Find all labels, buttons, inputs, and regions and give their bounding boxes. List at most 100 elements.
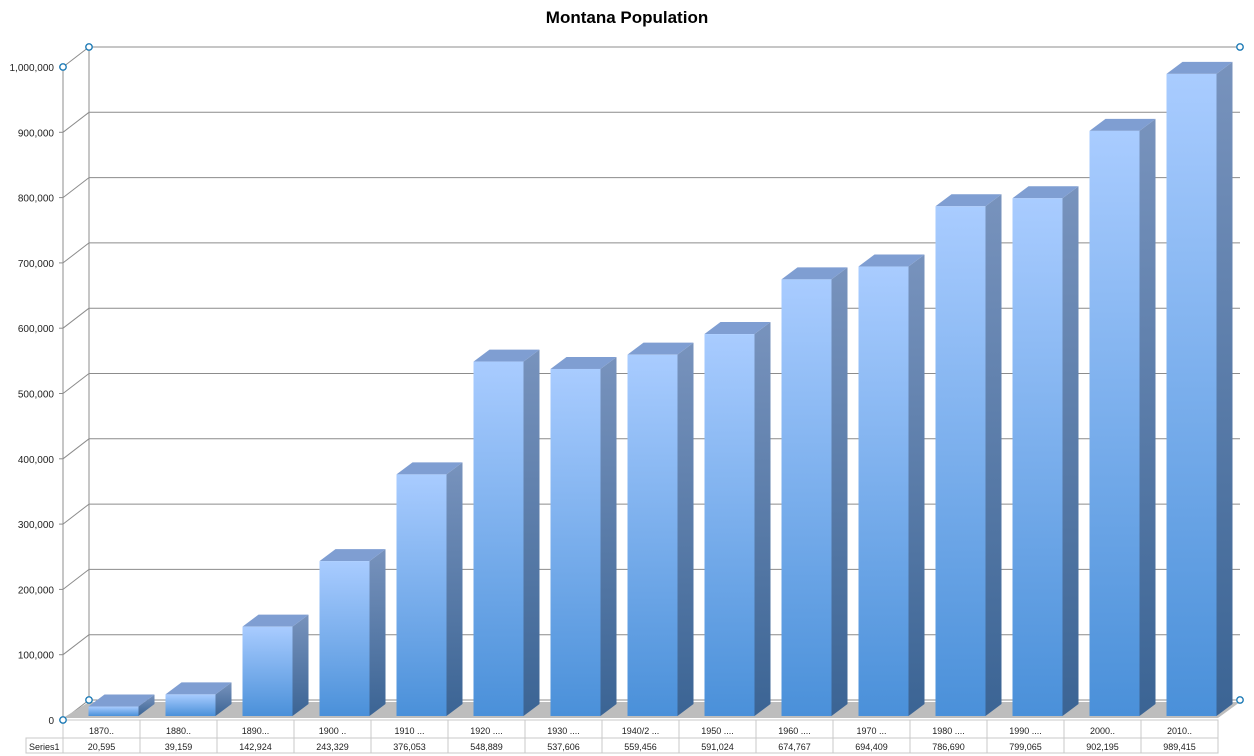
category-label: 1960 .... bbox=[778, 726, 811, 736]
bar-group bbox=[1012, 186, 1079, 716]
y-axis: 0 100,000 200,000 300,000 400,000 500,000 600,… bbox=[10, 63, 64, 727]
bar-group bbox=[88, 694, 155, 716]
bar bbox=[319, 561, 370, 716]
bar-side bbox=[292, 614, 309, 716]
bar-top bbox=[1166, 61, 1233, 74]
bar bbox=[781, 279, 832, 716]
bar-side bbox=[831, 267, 848, 716]
bar-group bbox=[473, 349, 540, 716]
bar-top bbox=[396, 462, 463, 475]
data-label: 548,889 bbox=[470, 742, 503, 752]
bar-side bbox=[1216, 61, 1233, 717]
bar bbox=[935, 206, 986, 716]
bar-side bbox=[754, 322, 771, 716]
data-label: 243,329 bbox=[316, 742, 349, 752]
bar-top bbox=[1012, 186, 1079, 199]
bar-side bbox=[446, 462, 463, 716]
bar bbox=[165, 694, 216, 716]
bar-side bbox=[523, 349, 540, 716]
bar-top bbox=[935, 194, 1002, 207]
y-tick-label: 600,000 bbox=[18, 324, 55, 335]
bar-side bbox=[1139, 118, 1156, 716]
gridline-side bbox=[62, 242, 90, 264]
bar-group bbox=[550, 356, 617, 716]
selection-handle[interactable] bbox=[85, 43, 93, 51]
bar-group bbox=[1089, 118, 1156, 716]
bar-top bbox=[88, 694, 155, 707]
data-label: 142,924 bbox=[239, 742, 272, 752]
bar-top bbox=[242, 614, 309, 627]
bar-top bbox=[704, 322, 771, 335]
category-label: 1910 ... bbox=[394, 726, 424, 736]
gridline-side bbox=[62, 569, 90, 590]
table-value-row bbox=[25, 737, 1219, 754]
category-label: 1930 .... bbox=[547, 726, 580, 736]
bar-top bbox=[1089, 118, 1156, 131]
selection-handle[interactable] bbox=[59, 63, 67, 71]
bar-group bbox=[242, 614, 309, 716]
data-label: 694,409 bbox=[855, 742, 888, 752]
category-label: 2000.. bbox=[1090, 726, 1115, 736]
bar-group bbox=[704, 322, 771, 716]
bars bbox=[88, 61, 1233, 717]
selection-handles bbox=[59, 43, 1244, 724]
bar-group bbox=[1166, 61, 1233, 717]
selection-handle[interactable] bbox=[1236, 696, 1244, 704]
bar-group bbox=[935, 194, 1002, 716]
selection-handle[interactable] bbox=[85, 696, 93, 704]
bar bbox=[88, 706, 139, 716]
bar-group bbox=[396, 462, 463, 716]
data-label: 799,065 bbox=[1009, 742, 1042, 752]
gridline-side bbox=[62, 503, 90, 525]
bar-side bbox=[908, 254, 925, 717]
data-table: Series1 1870.. 20,595 1880.. 39,159 1890... 14… bbox=[25, 719, 1219, 754]
category-label: 1920 .... bbox=[470, 726, 503, 736]
bar-side bbox=[677, 342, 694, 716]
selection-handle[interactable] bbox=[1236, 43, 1244, 51]
bar-group bbox=[627, 342, 694, 716]
gridline-side bbox=[62, 307, 90, 329]
category-label: 1890... bbox=[242, 726, 270, 736]
gridline-side bbox=[62, 177, 90, 198]
bar-top bbox=[473, 349, 540, 362]
bar bbox=[627, 354, 678, 716]
data-label: 39,159 bbox=[165, 742, 193, 752]
bar bbox=[550, 368, 601, 716]
bar bbox=[1166, 73, 1217, 717]
y-tick-label: 1,000,000 bbox=[10, 63, 55, 74]
category-label: 1940/2 ... bbox=[622, 726, 660, 736]
data-label: 537,606 bbox=[547, 742, 580, 752]
bar bbox=[704, 334, 755, 716]
category-label: 1870.. bbox=[89, 726, 114, 736]
data-label: 559,456 bbox=[624, 742, 657, 752]
bar-group bbox=[858, 254, 925, 717]
bar-top bbox=[165, 682, 232, 695]
y-tick-label: 700,000 bbox=[18, 259, 55, 270]
category-label: 1950 .... bbox=[701, 726, 734, 736]
y-tick-label: 0 bbox=[48, 716, 54, 727]
category-label: 1990 .... bbox=[1009, 726, 1042, 736]
bar-group bbox=[781, 267, 848, 716]
bar-top bbox=[550, 356, 617, 369]
bar-side bbox=[369, 549, 386, 716]
selection-handle[interactable] bbox=[59, 716, 67, 724]
bar bbox=[1089, 130, 1140, 716]
gridline-side bbox=[62, 373, 90, 394]
category-label: 1980 .... bbox=[932, 726, 965, 736]
gridline-side bbox=[62, 111, 90, 133]
bar-side bbox=[1062, 186, 1079, 716]
y-tick-label: 100,000 bbox=[18, 651, 55, 662]
bar-side bbox=[985, 194, 1002, 716]
y-tick-label: 400,000 bbox=[18, 455, 55, 466]
data-label: 902,195 bbox=[1086, 742, 1119, 752]
gridline-side bbox=[62, 438, 90, 460]
bar-top bbox=[858, 254, 925, 267]
bar bbox=[242, 626, 293, 716]
chart-title: Montana Population bbox=[545, 8, 709, 27]
y-tick-label: 900,000 bbox=[18, 128, 55, 139]
y-tick-label: 200,000 bbox=[18, 585, 55, 596]
data-label: 674,767 bbox=[778, 742, 811, 752]
bar-group bbox=[319, 549, 386, 716]
category-label: 1880.. bbox=[166, 726, 191, 736]
bar bbox=[473, 361, 524, 716]
